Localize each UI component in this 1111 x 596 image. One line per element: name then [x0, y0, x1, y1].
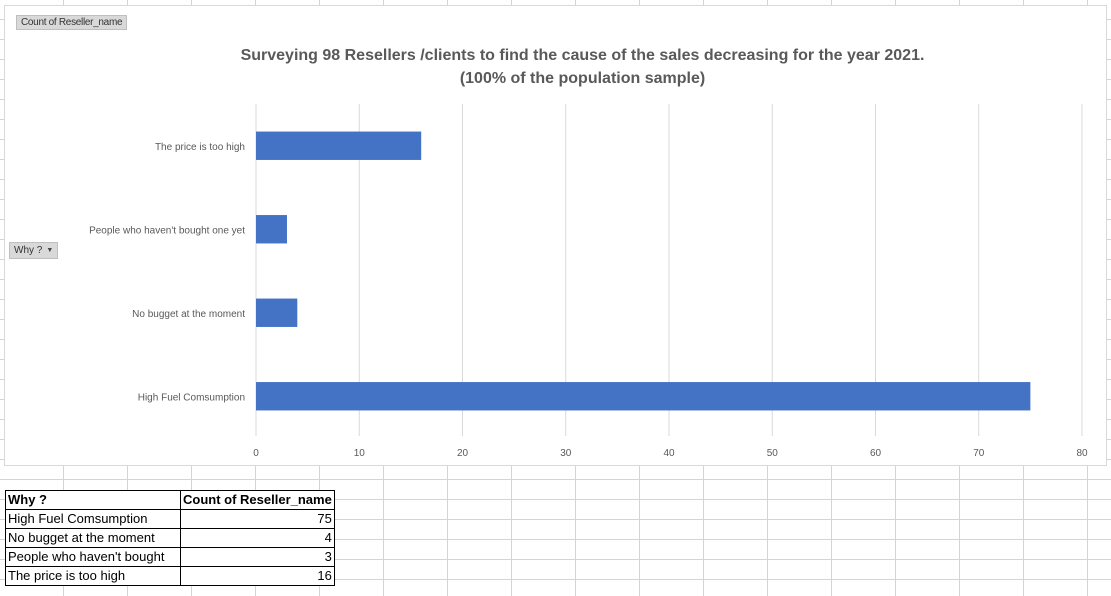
pivot-header-count[interactable]: Count of Reseller_name	[180, 490, 335, 510]
pivot-row-count[interactable]: 4	[180, 528, 335, 548]
pivot-header-why[interactable]: Why ?	[5, 490, 181, 510]
x-tick-label: 70	[973, 448, 985, 459]
bar	[256, 215, 287, 244]
x-tick-label: 80	[1076, 448, 1088, 459]
x-tick-label: 10	[354, 448, 366, 459]
chart-title: Surveying 98 Resellers /clients to find …	[125, 44, 1040, 90]
table-row: People who haven't bought 3	[5, 547, 335, 567]
value-field-button[interactable]: Count of Reseller_name	[16, 15, 128, 30]
x-tick-label: 50	[767, 448, 779, 459]
bar	[256, 298, 298, 327]
category-label: No bugget at the moment	[132, 309, 245, 320]
x-tick-label: 30	[560, 448, 572, 459]
pivot-row-label[interactable]: High Fuel Comsumption	[5, 509, 181, 529]
category-label: High Fuel Comsumption	[138, 392, 245, 403]
chart-subtitle-line: (100% of the population sample)	[459, 70, 706, 87]
pivot-row-count[interactable]: 3	[180, 547, 335, 567]
axis-field-label: Why ?	[14, 245, 43, 256]
table-row: The price is too high 16	[5, 566, 335, 586]
category-label: The price is too high	[155, 142, 245, 153]
x-tick-label: 60	[870, 448, 882, 459]
pivot-row-label[interactable]: The price is too high	[5, 566, 181, 586]
chart-title-line: Surveying 98 Resellers /clients to find …	[240, 47, 925, 64]
pivot-row-count[interactable]: 75	[180, 509, 335, 529]
x-tick-label: 0	[253, 448, 259, 459]
category-label: People who haven't bought one yet	[89, 225, 245, 236]
pivot-row-label[interactable]: People who haven't bought	[5, 547, 181, 567]
x-tick-label: 40	[663, 448, 675, 459]
axis-field-button[interactable]: Why ? ▼	[9, 242, 59, 259]
pivot-header-row: Why ? Count of Reseller_name	[5, 490, 335, 510]
bar-chart: 0 10 20 30 40 50 60 70 80 The price is too high Pe…	[89, 104, 1088, 459]
dropdown-arrow-icon: ▼	[46, 247, 54, 254]
pivot-row-count[interactable]: 16	[180, 566, 335, 586]
x-tick-label: 20	[457, 448, 469, 459]
bar	[256, 382, 1031, 411]
table-row: No bugget at the moment 4	[5, 528, 335, 548]
bar	[256, 131, 422, 160]
chart-area[interactable]: 0 10 20 30 40 50 60 70 80 The price is too high Pe…	[4, 5, 1107, 466]
table-row: High Fuel Comsumption 75	[5, 509, 335, 529]
pivot-row-label[interactable]: No bugget at the moment	[5, 528, 181, 548]
pivot-table: Why ? Count of Reseller_name High Fuel C…	[5, 490, 335, 586]
